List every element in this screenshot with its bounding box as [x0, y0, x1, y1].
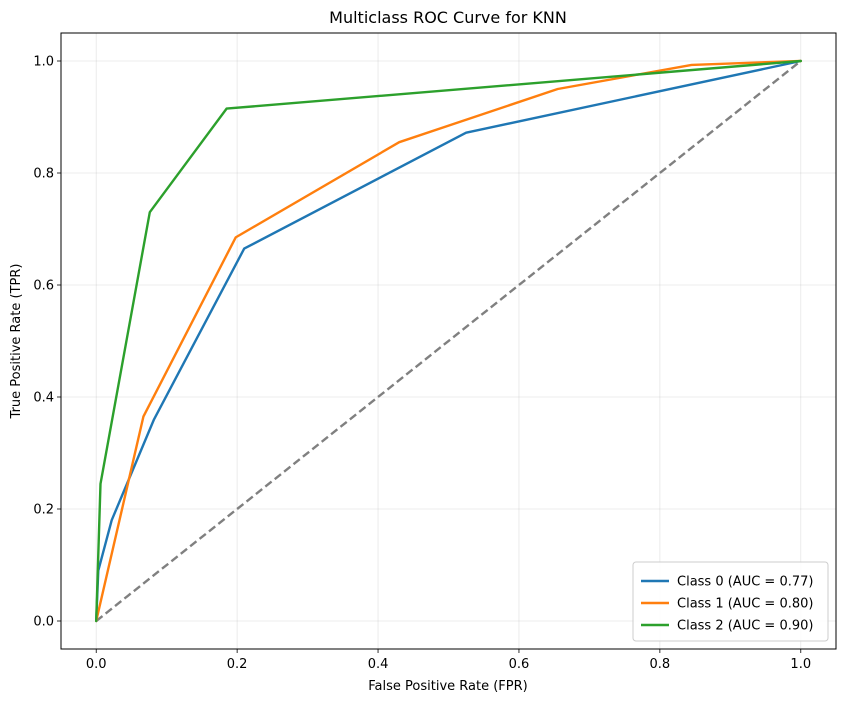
diagonal-reference-line [95, 60, 802, 622]
x-tick-label: 0.8 [650, 657, 671, 672]
y-tick-label: 0.0 [33, 615, 54, 630]
x-axis-title: False Positive Rate (FPR) [368, 679, 527, 694]
y-axis-title: True Positive Rate (TPR) [9, 264, 24, 420]
legend-label: Class 2 (AUC = 0.90) [677, 619, 813, 634]
roc-line-class-1 [94, 59, 802, 623]
grid [61, 33, 836, 649]
y-tick-label: 0.6 [33, 279, 54, 294]
x-tick-label: 0.4 [368, 657, 389, 672]
y-tick-label: 0.4 [33, 391, 54, 406]
ticks: 0.0 0.2 0.4 0.6 0.8 1.0 0.0 0.2 0.4 0.6 0.8 1.0 [33, 55, 811, 673]
roc-line-class-2 [94, 59, 802, 623]
y-tick-label: 0.8 [33, 167, 54, 182]
legend-label: Class 1 (AUC = 0.80) [677, 597, 813, 612]
series-group [94, 59, 802, 623]
y-tick-label: 0.2 [33, 503, 54, 518]
x-tick-label: 0.6 [509, 657, 530, 672]
legend-label: Class 0 (AUC = 0.77) [677, 575, 813, 590]
y-tick-label: 1.0 [33, 55, 54, 70]
chart-title: Multiclass ROC Curve for KNN [329, 8, 567, 27]
reference-line-group [95, 60, 802, 622]
x-tick-label: 1.0 [790, 657, 811, 672]
x-tick-label: 0.2 [227, 657, 248, 672]
plot-frame [60, 32, 837, 650]
legend: Class 0 (AUC = 0.77) Class 1 (AUC = 0.80)… [632, 561, 829, 642]
x-tick-label: 0.0 [86, 657, 107, 672]
legend-box [632, 561, 829, 642]
